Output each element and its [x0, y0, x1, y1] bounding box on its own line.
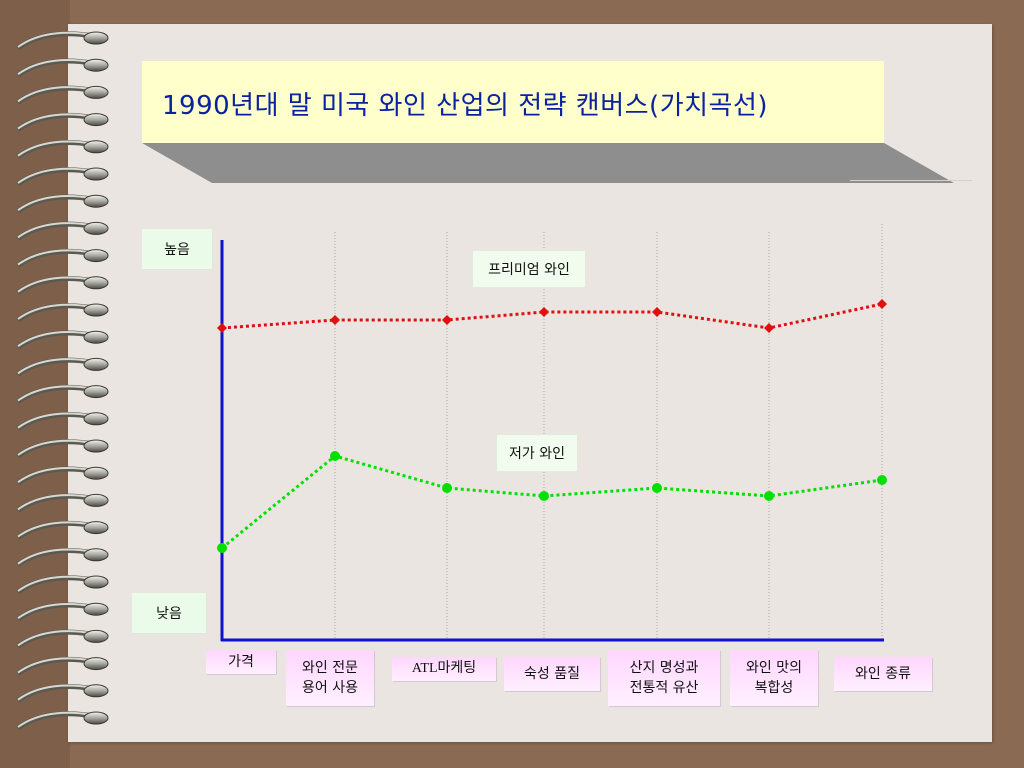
- ring-head: [83, 521, 109, 535]
- ring-highlight: [17, 657, 93, 674]
- data-point-budget: [539, 491, 549, 501]
- ring-head: [83, 439, 109, 453]
- data-point-premium: [442, 315, 452, 325]
- ring-head: [83, 575, 109, 589]
- ring-head: [83, 330, 109, 344]
- ring-head: [83, 31, 109, 45]
- data-point-budget: [442, 483, 452, 493]
- ring-head: [83, 711, 109, 725]
- data-point-budget: [764, 491, 774, 501]
- ring-highlight: [17, 575, 93, 592]
- ring-highlight: [17, 358, 93, 375]
- data-point-premium: [877, 299, 887, 309]
- ring-highlight: [17, 630, 93, 647]
- ring-head: [83, 221, 109, 235]
- title-banner: [142, 61, 884, 143]
- x-tick-wine-range: 와인 종류: [834, 657, 932, 691]
- data-point-budget: [217, 543, 227, 553]
- ring-highlight: [17, 58, 93, 76]
- ring-head: [83, 602, 109, 616]
- series-line-premium: [221, 302, 883, 330]
- ring-head: [83, 657, 109, 671]
- ring-highlight: [17, 602, 93, 620]
- ring-head: [83, 249, 109, 263]
- ring-head: [83, 167, 109, 181]
- ring-highlight: [17, 466, 93, 484]
- x-tick-taste-complexity: 와인 맛의 복합성: [730, 650, 818, 706]
- ring-head: [83, 357, 109, 371]
- ring-highlight: [17, 521, 93, 538]
- x-tick-price: 가격: [206, 650, 276, 674]
- data-point-premium: [330, 315, 340, 325]
- x-tick-wine-jargon: 와인 전문 용어 사용: [286, 650, 374, 706]
- data-point-premium: [539, 307, 549, 317]
- y-axis-high-label: 높음: [142, 229, 212, 269]
- data-point-premium: [217, 323, 227, 333]
- ring-highlight: [17, 222, 93, 239]
- title-banner-shadow: [142, 143, 954, 183]
- ring-head: [83, 58, 109, 72]
- x-tick-atl-marketing: ATL마케팅: [392, 657, 496, 681]
- data-point-premium: [652, 307, 662, 317]
- spiral-binding-icon: [16, 31, 109, 731]
- ring-highlight: [17, 303, 93, 320]
- ring-highlight: [17, 167, 93, 184]
- ring-head: [83, 303, 109, 317]
- ring-head: [83, 629, 109, 643]
- data-point-budget: [877, 475, 887, 485]
- ring-highlight: [17, 194, 93, 212]
- ring-head: [83, 194, 109, 208]
- ring-highlight: [17, 113, 93, 130]
- ring-highlight: [17, 31, 93, 48]
- ring-highlight: [17, 140, 93, 157]
- ring-head: [83, 140, 109, 154]
- ring-highlight: [17, 548, 93, 565]
- data-point-premium: [764, 323, 774, 333]
- ring-head: [83, 385, 109, 399]
- ring-head: [83, 276, 109, 290]
- data-point-budget: [330, 451, 340, 461]
- ring-head: [83, 493, 109, 507]
- page-title: 1990년대 말 미국 와인 산업의 전략 캔버스(가치곡선): [162, 91, 769, 121]
- ring-head: [83, 466, 109, 480]
- legend-budget-wine: 저가 와인: [496, 434, 578, 472]
- ring-highlight: [17, 86, 93, 103]
- ring-highlight: [17, 412, 93, 429]
- legend-premium-wine: 프리미엄 와인: [472, 250, 586, 288]
- ring-head: [83, 412, 109, 426]
- ring-highlight: [17, 276, 93, 293]
- x-tick-aging-quality: 숙성 품질: [504, 657, 600, 691]
- ring-head: [83, 684, 109, 698]
- ring-highlight: [17, 249, 93, 266]
- ring-highlight: [17, 711, 93, 728]
- ring-highlight: [17, 330, 93, 348]
- ring-highlight: [17, 494, 93, 511]
- ring-highlight: [17, 385, 93, 402]
- ring-highlight: [17, 439, 93, 456]
- y-axis-low-label: 낮음: [132, 593, 206, 633]
- x-tick-vineyard-prestige: 산지 명성과 전통적 유산: [608, 650, 720, 706]
- divider: [850, 180, 972, 181]
- data-point-budget: [652, 483, 662, 493]
- ring-highlight: [17, 684, 93, 701]
- ring-head: [83, 113, 109, 127]
- ring-head: [83, 548, 109, 562]
- ring-head: [83, 85, 109, 99]
